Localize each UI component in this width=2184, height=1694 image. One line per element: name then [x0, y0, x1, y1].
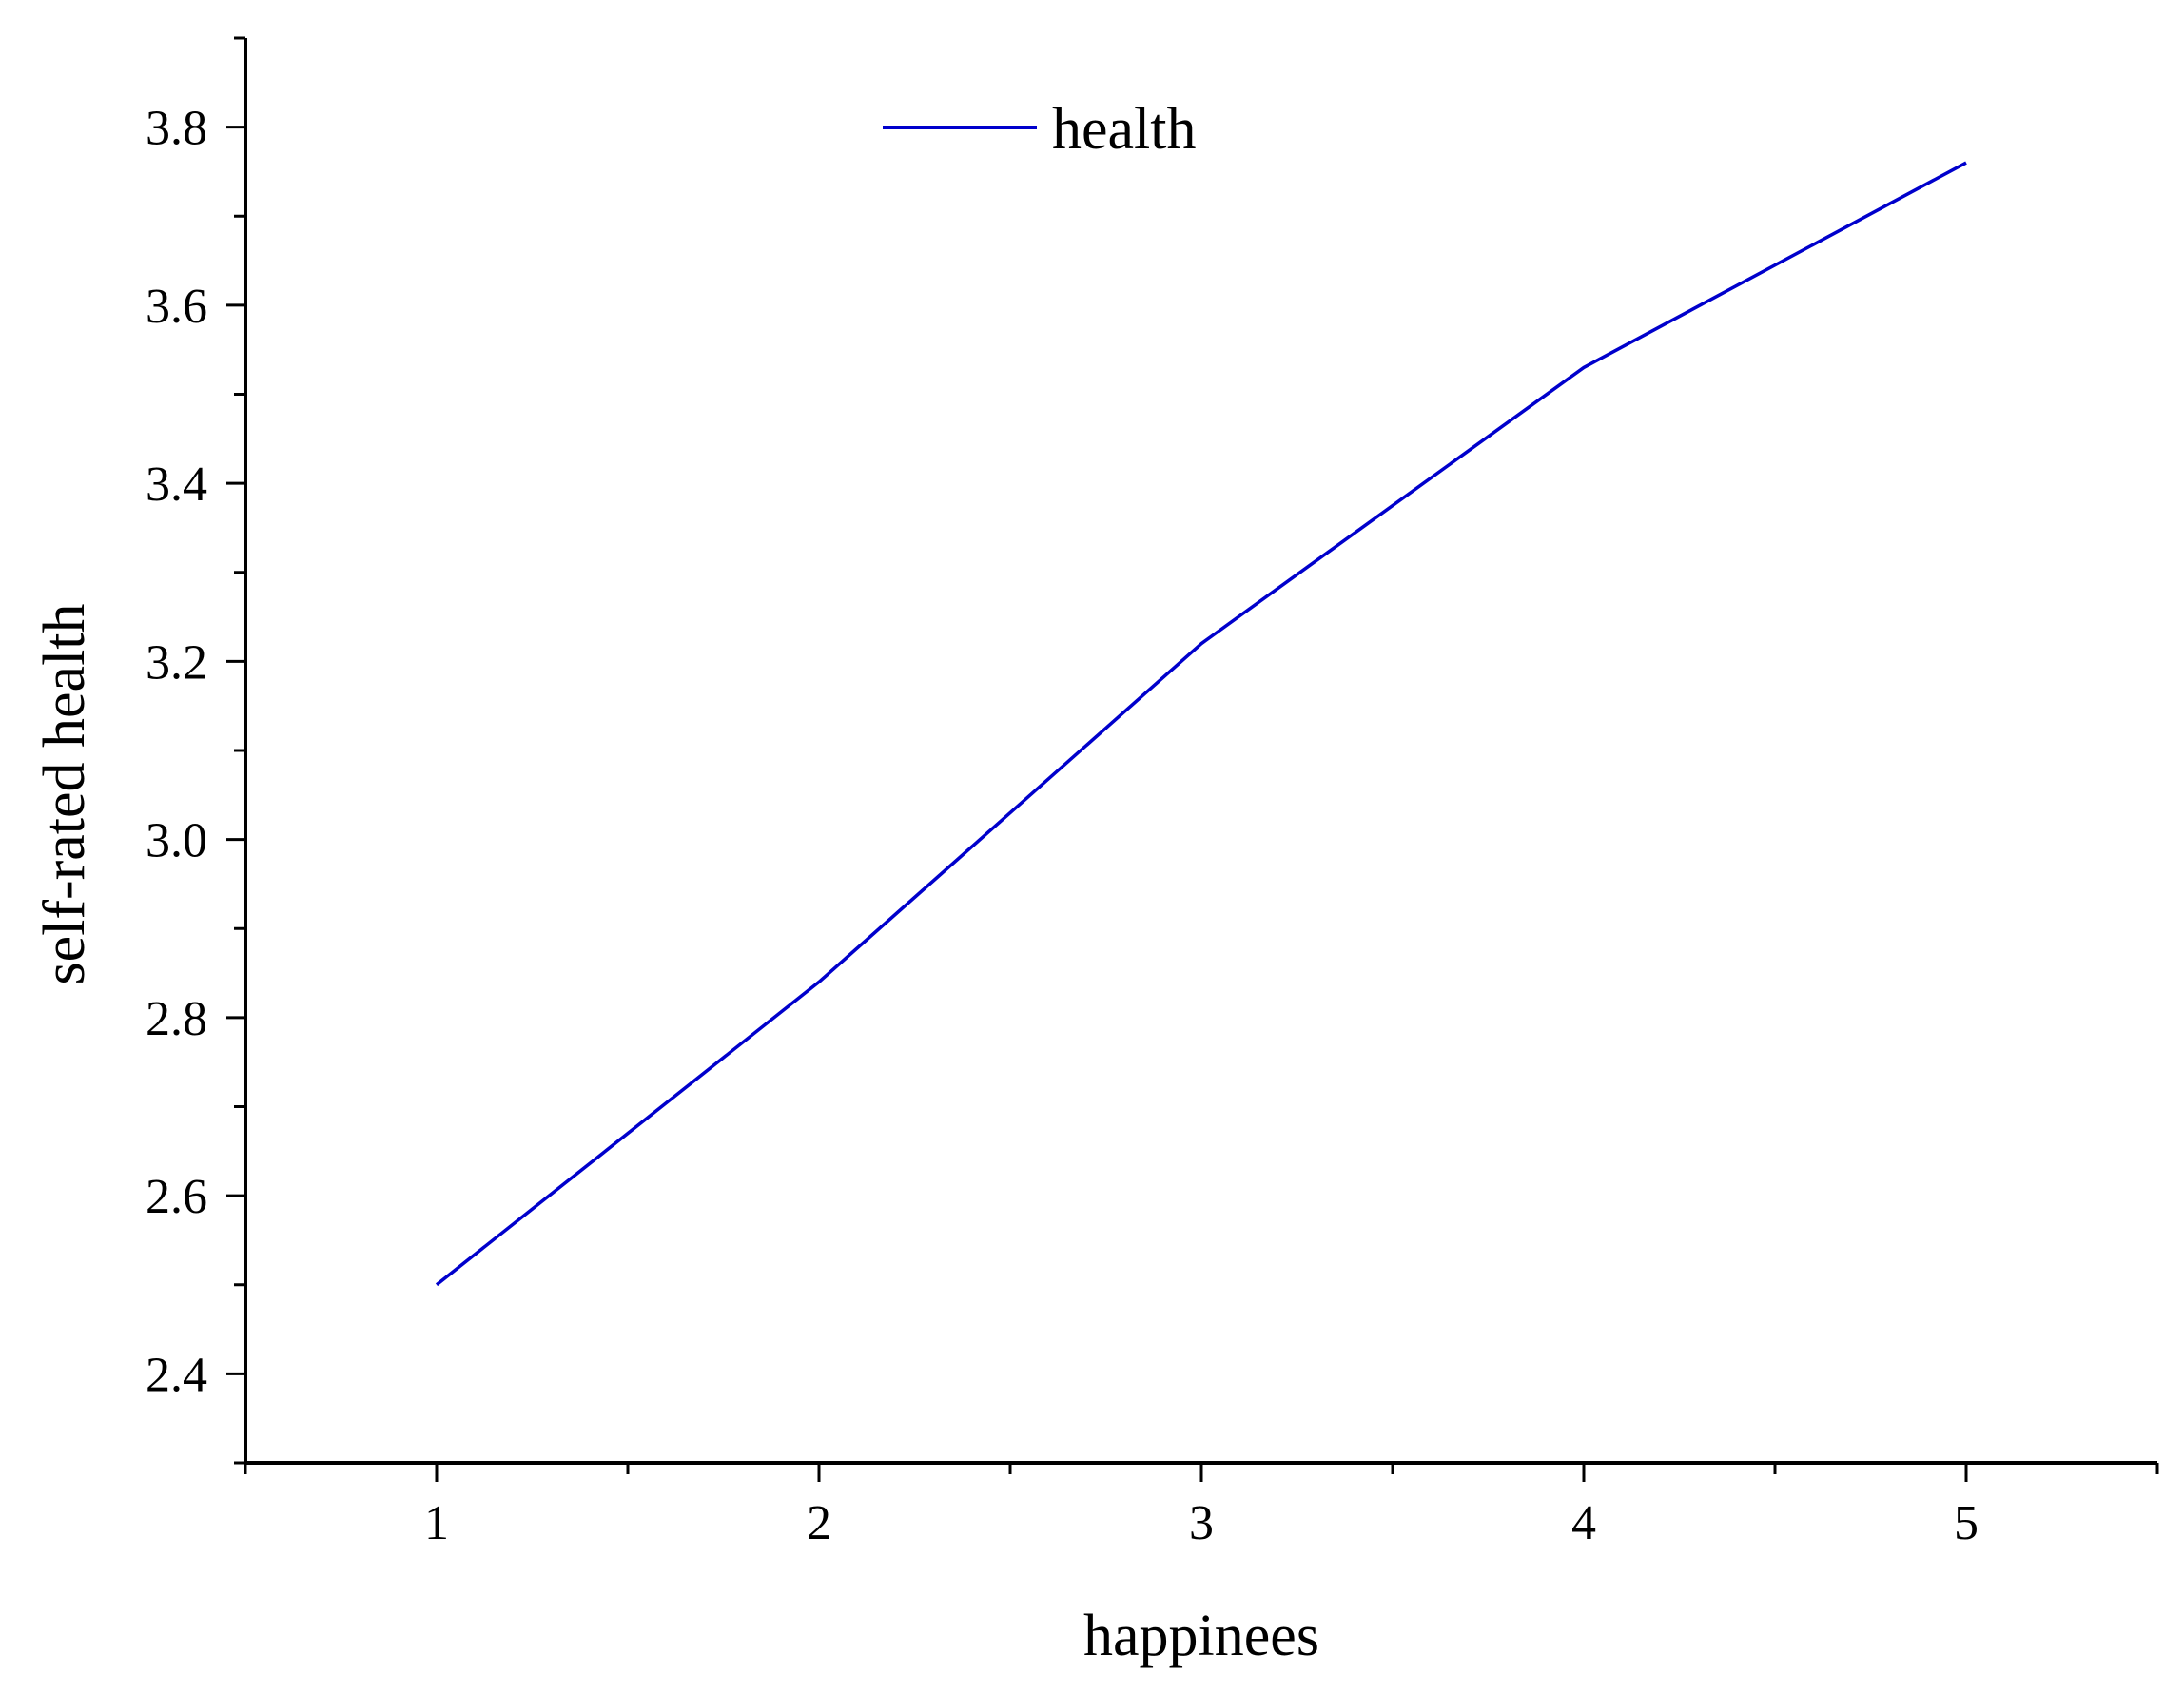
legend: health	[883, 97, 1197, 162]
y-axis-title: self-rated health	[32, 603, 97, 984]
y-tick-label: 3.8	[146, 102, 207, 156]
y-tick-label: 2.8	[146, 992, 207, 1046]
series-line-health	[435, 161, 1967, 1287]
plot-area	[435, 161, 1967, 1287]
axes: 2.4 2.6 2.8 3.0 3.2 3.4 3.6 3.8 1 2 3 4 5	[146, 36, 2159, 1550]
y-tick-label: 2.6	[146, 1170, 207, 1224]
x-tick-label: 3	[1189, 1496, 1214, 1550]
x-tick-label: 4	[1571, 1496, 1596, 1550]
x-tick-label: 1	[424, 1496, 449, 1550]
x-tick-label: 2	[807, 1496, 831, 1550]
y-tick-label: 3.2	[146, 635, 207, 690]
x-axis-title: happinees	[1083, 1604, 1319, 1668]
y-tick-label: 3.6	[146, 280, 207, 334]
y-tick-label: 3.4	[146, 458, 207, 512]
y-tick-label: 3.0	[146, 814, 207, 868]
legend-label: health	[1052, 97, 1197, 162]
x-tick-label: 5	[1954, 1496, 1979, 1550]
y-tick-label: 2.4	[146, 1348, 207, 1402]
